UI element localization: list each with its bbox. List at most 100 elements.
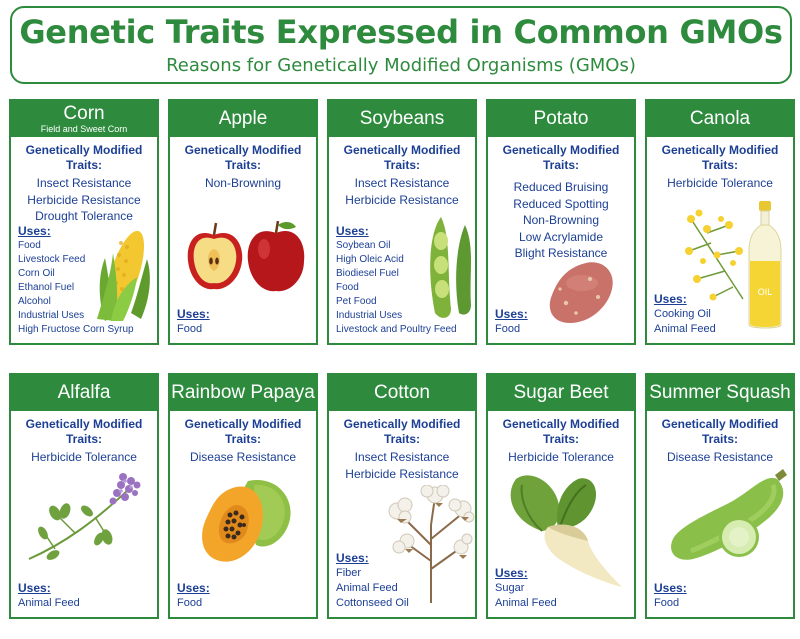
traits-heading: Genetically Modified Traits: <box>25 417 143 446</box>
uses-heading: Uses: <box>18 581 51 595</box>
card-header: Alfalfa <box>11 375 157 411</box>
canola-oil-icon: OIL <box>685 201 782 329</box>
trait-item: Non-Browning <box>522 213 600 227</box>
traits-heading: Genetically Modified Traits: <box>502 417 620 446</box>
crop-name: Alfalfa <box>57 382 111 403</box>
use-item: Food <box>495 323 521 335</box>
use-item: Sugar <box>495 582 525 594</box>
use-item: High Oleic Acid <box>336 254 404 265</box>
use-item: Industrial Uses <box>18 310 85 321</box>
use-item: Food <box>654 597 680 609</box>
trait-list: Herbicide Tolerance <box>488 449 634 466</box>
uses-heading: Uses: <box>495 307 528 321</box>
traits-heading: Genetically Modified Traits: <box>502 143 620 172</box>
trait-item: Herbicide Tolerance <box>667 176 773 190</box>
use-item: Cottonseed Oil <box>336 597 409 609</box>
use-item: Animal Feed <box>495 597 557 609</box>
traits-heading: Genetically Modified Traits: <box>343 417 461 446</box>
trait-list: Insect Resistance Herbicide Resistance <box>329 175 475 208</box>
trait-list: Herbicide Tolerance <box>11 449 157 466</box>
uses-section: Uses: Cooking Oil Animal Feed <box>654 292 792 337</box>
oil-bottle-label: OIL <box>758 287 773 297</box>
trait-list: Disease Resistance <box>170 449 316 466</box>
trait-item: Disease Resistance <box>189 450 297 464</box>
alfalfa-icon <box>28 473 141 560</box>
corn-icon <box>97 230 150 321</box>
traits-heading: Genetically Modified Traits: <box>184 143 302 172</box>
trait-list: Insect Resistance Herbicide Resistance <box>329 449 475 482</box>
card-header: Potato <box>488 101 634 137</box>
uses-heading: Uses: <box>177 307 210 321</box>
trait-item: Disease Resistance <box>666 450 774 464</box>
trait-item: Insect Resistance <box>354 176 450 190</box>
uses-section: Uses: Food <box>495 307 633 337</box>
trait-item: Herbicide Resistance <box>345 466 459 481</box>
crop-name: Apple <box>218 108 268 129</box>
squash-icon <box>671 469 787 560</box>
trait-list: Disease Resistance <box>647 449 793 466</box>
uses-section: Uses: Food <box>177 307 315 337</box>
trait-item: Herbicide Tolerance <box>508 450 614 464</box>
card-alfalfa: Alfalfa Genetically Modified Traits: Herb… <box>9 373 159 619</box>
uses-section: Uses: Soybean Oil High Oleic Acid Biodie… <box>336 224 474 337</box>
card-corn: Corn Field and Sweet Corn Genetically Mo… <box>9 99 159 345</box>
uses-heading: Uses: <box>495 566 528 580</box>
uses-section: Uses: Animal Feed <box>18 581 156 611</box>
potato-icon <box>549 262 613 323</box>
uses-heading: Uses: <box>177 581 210 595</box>
traits-heading: Genetically Modified Traits: <box>25 143 143 172</box>
page-subtitle: Reasons for Genetically Modified Organis… <box>166 55 636 76</box>
card-apple: Apple Genetically Modified Traits: Non-Br… <box>168 99 318 345</box>
uses-heading: Uses: <box>654 581 687 595</box>
card-soybeans: Soybeans Genetically Modified Traits: Ins… <box>327 99 477 345</box>
use-item: Biodiesel Fuel <box>336 268 399 279</box>
use-item: Animal Feed <box>336 582 398 594</box>
uses-heading: Uses: <box>654 292 687 306</box>
uses-section: Uses: Food <box>654 581 792 611</box>
use-item: Livestock Feed <box>18 254 86 265</box>
uses-section: Uses: Sugar Animal Feed <box>495 566 633 611</box>
title-banner: Genetic Traits Expressed in Common GMOs … <box>10 6 792 84</box>
trait-item: Herbicide Resistance <box>345 192 459 207</box>
use-item: Cooking Oil <box>654 308 711 320</box>
use-item: Animal Feed <box>18 597 80 609</box>
cotton-icon <box>388 485 475 603</box>
trait-item: Herbicide Resistance <box>27 192 141 207</box>
card-header: Summer Squash <box>647 375 793 411</box>
use-item: Food <box>18 240 41 251</box>
uses-section: Uses: Food <box>177 581 315 611</box>
card-header: Canola <box>647 101 793 137</box>
use-item: Ethanol Fuel <box>18 282 75 293</box>
card-cotton: Cotton Genetically Modified Traits: Insec… <box>327 373 477 619</box>
trait-item: Herbicide Tolerance <box>31 450 137 464</box>
trait-item: Insect Resistance <box>354 450 450 464</box>
trait-item: Reduced Spotting <box>513 196 609 211</box>
card-header: Soybeans <box>329 101 475 137</box>
use-item: High Fructose Corn Syrup <box>18 324 134 335</box>
use-item: Corn Oil <box>18 268 55 279</box>
use-item: Food <box>336 282 359 293</box>
uses-heading: Uses: <box>18 224 51 238</box>
use-item: Fiber <box>336 567 362 579</box>
crop-name: Summer Squash <box>649 382 791 403</box>
trait-item: Non-Browning <box>204 176 282 190</box>
uses-heading: Uses: <box>336 224 369 238</box>
crop-name: Cotton <box>374 382 430 403</box>
crop-name: Potato <box>533 108 589 129</box>
card-header: Sugar Beet <box>488 375 634 411</box>
sugar-beet-icon <box>510 475 622 587</box>
crop-name: Soybeans <box>359 108 445 129</box>
uses-section: Uses: Food Livestock Feed Corn Oil Ethan… <box>18 224 156 337</box>
use-item: Livestock and Poultry Feed <box>336 324 457 335</box>
apple-icon <box>187 221 305 292</box>
papaya-icon <box>202 479 291 562</box>
card-potato: Potato Genetically Modified Traits: Reduc… <box>486 99 636 345</box>
crop-name: Canola <box>689 108 751 129</box>
trait-item: Blight Resistance <box>514 246 608 260</box>
trait-list: Reduced Bruising Reduced Spotting Non-Br… <box>488 179 634 262</box>
card-header: Cotton <box>329 375 475 411</box>
traits-heading: Genetically Modified Traits: <box>343 143 461 172</box>
card-rainbow-papaya: Rainbow Papaya Genetically Modified Trait… <box>168 373 318 619</box>
use-item: Soybean Oil <box>336 240 391 251</box>
uses-section: Uses: Fiber Animal Feed Cottonseed Oil <box>336 551 474 611</box>
